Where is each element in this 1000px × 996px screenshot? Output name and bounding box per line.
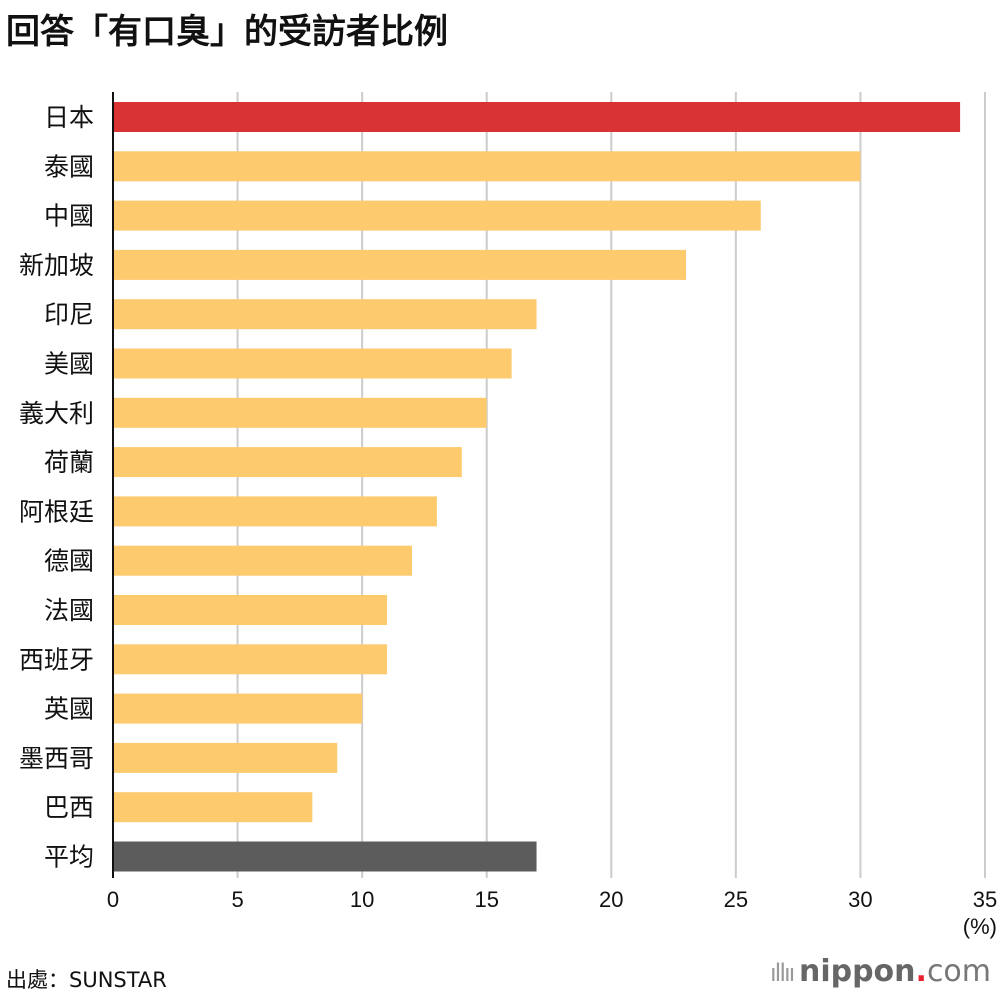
x-tick-label: 10 xyxy=(350,887,374,912)
x-tick-label: 5 xyxy=(231,887,243,912)
bar xyxy=(113,397,487,428)
chart-title: 回答「有口臭」的受訪者比例 xyxy=(6,12,448,52)
category-label: 法國 xyxy=(44,596,94,625)
category-label: 西班牙 xyxy=(19,645,94,674)
x-tick-label: 20 xyxy=(599,887,623,912)
bar xyxy=(113,102,961,132)
bar xyxy=(113,496,437,527)
category-label: 新加坡 xyxy=(19,251,94,280)
nippon-logo: ıllıı nippon.com xyxy=(770,954,992,989)
bar-chart: 0 5 10 15 20 25 30 35(%) 日本泰國中國新加坡印尼美國義大利荷蘭阿根廷德國… xyxy=(19,92,997,939)
x-tick-label: 15 xyxy=(474,887,498,912)
x-tick-label: 30 xyxy=(848,887,872,912)
category-label: 日本 xyxy=(44,103,94,132)
category-label: 泰國 xyxy=(44,152,94,181)
bar xyxy=(113,595,388,625)
source-note: 出處：SUNSTAR xyxy=(6,968,167,992)
bar xyxy=(113,151,861,182)
bar xyxy=(113,447,462,478)
bar xyxy=(113,693,363,724)
category-label: 荷蘭 xyxy=(44,448,94,477)
category-label: 巴西 xyxy=(44,793,94,822)
category-label: 義大利 xyxy=(19,399,94,428)
x-tick-label: 25 xyxy=(724,887,748,912)
bar xyxy=(113,792,313,823)
x-tick-label: 35 xyxy=(973,887,997,912)
category-label: 墨西哥 xyxy=(19,744,94,773)
category-label: 德國 xyxy=(44,547,94,576)
bar xyxy=(113,644,388,675)
category-label: 印尼 xyxy=(44,300,94,329)
bar xyxy=(113,299,537,330)
category-label: 美國 xyxy=(44,350,94,379)
x-tick-label: 0 xyxy=(107,887,119,912)
bar xyxy=(113,249,687,280)
category-label: 英國 xyxy=(44,695,94,724)
bar xyxy=(113,200,761,231)
category-label: 阿根廷 xyxy=(19,497,94,526)
x-unit-label: (%) xyxy=(963,914,997,939)
category-label: 中國 xyxy=(44,202,94,231)
logo-wave-icon: ıllıı xyxy=(770,959,799,987)
bar xyxy=(113,348,512,379)
bar xyxy=(113,742,338,773)
bar xyxy=(113,841,537,872)
bar xyxy=(113,545,412,576)
category-label: 平均 xyxy=(44,843,94,872)
